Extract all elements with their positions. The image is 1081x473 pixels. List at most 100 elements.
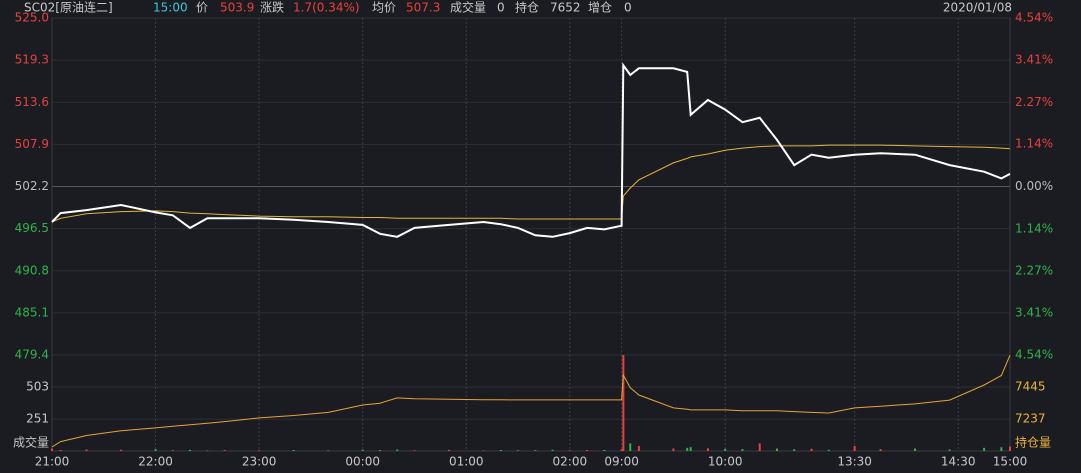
y-tick-label: 503 xyxy=(26,380,49,394)
volume-bar xyxy=(292,449,295,451)
volume-label: 成交量 xyxy=(450,0,486,15)
y2-tick-label: 4.54% xyxy=(1015,11,1053,25)
x-tick-label: 23:00 xyxy=(242,455,277,469)
y2-tick-label: 2.27% xyxy=(1015,95,1053,109)
x-tick-label: 22:00 xyxy=(138,455,173,469)
y2-tick-label: 7445 xyxy=(1015,380,1046,394)
symbol: SC02[原油连二] xyxy=(24,0,113,15)
volume-bar xyxy=(327,450,330,451)
avg-label: 均价 xyxy=(372,1,396,15)
y-tick-label: 513.6 xyxy=(15,95,49,109)
price: 503.9 xyxy=(220,1,254,15)
volume-bar xyxy=(482,450,485,451)
volume-bar xyxy=(775,448,778,451)
oi-change: 0 xyxy=(624,1,632,15)
volume-bar xyxy=(223,450,226,451)
x-tick-label: 09:00 xyxy=(604,455,639,469)
open-interest-line xyxy=(51,355,1011,448)
y2-tick-label: 1.14% xyxy=(1015,221,1053,235)
x-tick-label: 02:00 xyxy=(553,455,588,469)
volume-bar xyxy=(758,443,761,451)
x-tick-label: 13:30 xyxy=(837,455,872,469)
y-tick-label: 507.9 xyxy=(15,137,49,151)
volume-bar xyxy=(258,450,261,451)
y-tick-label: 485.1 xyxy=(15,305,49,319)
volume-bar xyxy=(689,447,692,451)
volume-bar xyxy=(741,449,744,451)
volume-bar xyxy=(724,448,727,451)
volume-bar xyxy=(620,449,623,451)
avg-line xyxy=(51,144,1011,223)
volume-bar xyxy=(827,449,830,451)
volume-bar xyxy=(378,450,381,451)
y-tick-label: 519.3 xyxy=(15,53,49,67)
volume-bar xyxy=(568,450,571,451)
volume-bar xyxy=(413,450,416,451)
volume-bar xyxy=(853,445,856,451)
date: 2020/01/08 xyxy=(943,1,1012,15)
volume-bar xyxy=(51,448,53,451)
volume-bar xyxy=(517,450,520,451)
volume-bar xyxy=(1009,446,1011,451)
volume-bar xyxy=(637,445,640,451)
y-tick-label: 251 xyxy=(26,412,49,426)
price-line xyxy=(51,62,1011,238)
y2-tick-label: 4.54% xyxy=(1015,348,1053,362)
y2-tick-label: 7237 xyxy=(1015,412,1046,426)
y-axis-label: 成交量 xyxy=(13,435,49,450)
y2-tick-label: 3.41% xyxy=(1015,52,1053,66)
volume-bar xyxy=(361,449,364,451)
volume-bar xyxy=(879,449,882,451)
volume-bar xyxy=(629,443,632,451)
y2-tick-label: 3.41% xyxy=(1015,306,1053,320)
oi-change-label: 增仓 xyxy=(588,1,612,15)
y-tick-label: 490.8 xyxy=(15,263,49,277)
volume: 0 xyxy=(497,1,505,15)
volume-bar xyxy=(983,447,986,451)
volume-bar xyxy=(206,450,209,451)
volume-bar xyxy=(189,449,192,451)
header: SC02[原油连二] 15:00 价 503.9 涨跌 1.7(0.34%) 均… xyxy=(24,0,1012,15)
volume-bar xyxy=(603,449,606,451)
volume-bar xyxy=(551,449,554,451)
y2-tick-label: 1.14% xyxy=(1015,137,1053,151)
volume-bar xyxy=(706,448,709,451)
y-tick-label: 525.0 xyxy=(15,11,49,25)
x-tick-label: 14:30 xyxy=(941,455,976,469)
time: 15:00 xyxy=(153,1,188,15)
volume-bar xyxy=(672,448,675,451)
volume-bar xyxy=(448,449,451,451)
x-tick-label: 21:00 xyxy=(35,455,70,469)
volume-bar xyxy=(499,449,502,451)
volume-bar xyxy=(120,449,123,451)
volume-bar xyxy=(793,449,796,451)
volume-bar xyxy=(154,449,157,451)
oi-label: 持仓 xyxy=(515,0,539,15)
volume-bar xyxy=(810,448,813,451)
volume-bar xyxy=(948,449,951,451)
volume-bar xyxy=(622,355,625,451)
volume-bar xyxy=(914,448,917,451)
price-label: 价 xyxy=(196,1,208,15)
x-tick-label: 10:00 xyxy=(708,455,743,469)
y-tick-label: 502.2 xyxy=(15,179,49,193)
y2-tick-label: 0.00% xyxy=(1015,179,1053,193)
volume-bar xyxy=(171,450,174,451)
avg: 507.3 xyxy=(406,1,440,15)
volume-bar xyxy=(1000,447,1003,451)
y-tick-label: 479.4 xyxy=(15,348,49,362)
oi: 7652 xyxy=(550,1,581,15)
x-tick-label: 00:00 xyxy=(345,455,380,469)
volume-bar xyxy=(85,449,88,451)
x-tick-label: 01:00 xyxy=(449,455,484,469)
volume-bar xyxy=(586,449,589,451)
change: 1.7(0.34%) xyxy=(293,1,360,15)
x-tick-label: 15:00 xyxy=(993,455,1028,469)
y2-axis-label: 持仓量 xyxy=(1015,435,1051,450)
volume-bar xyxy=(396,449,399,451)
volume-bar xyxy=(59,449,62,451)
change-label: 涨跌 xyxy=(260,0,284,15)
y-tick-label: 496.5 xyxy=(15,221,49,235)
